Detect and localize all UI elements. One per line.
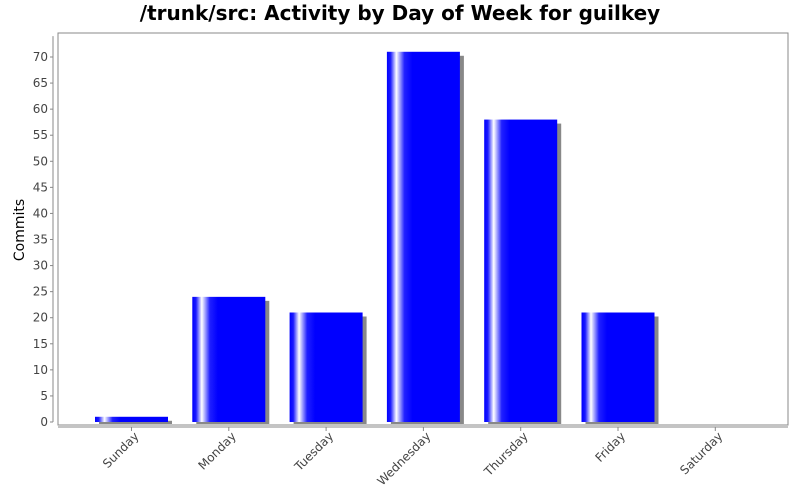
- y-tick-label: 15: [33, 337, 48, 351]
- y-tick-label: 30: [33, 259, 48, 273]
- y-tick-label: 60: [33, 102, 48, 116]
- bar-wednesday: [386, 51, 460, 423]
- y-tick-label: 10: [33, 363, 48, 377]
- x-tick-label: Monday: [196, 429, 239, 472]
- y-tick-label: 50: [33, 154, 48, 168]
- y-tick-label: 0: [40, 415, 48, 429]
- bars-group: [95, 51, 659, 425]
- y-axis: 0 5 10 15 20 25 30 35 40 45 50 55 60 65 70: [33, 36, 54, 429]
- x-tick-label: Wednesday: [374, 429, 433, 488]
- y-tick-label: 65: [33, 76, 48, 90]
- bar-monday: [192, 296, 266, 422]
- bar-tuesday: [289, 312, 363, 422]
- y-tick-label: 25: [33, 285, 48, 299]
- x-tick-label: Friday: [593, 429, 629, 465]
- x-tick-label: Tuesday: [291, 429, 336, 474]
- chart-title: /trunk/src: Activity by Day of Week for …: [140, 1, 660, 25]
- x-tick-label: Saturday: [677, 429, 725, 477]
- y-tick-label: 55: [33, 128, 48, 142]
- y-tick-label: 40: [33, 206, 48, 220]
- x-tick-label: Sunday: [100, 429, 142, 471]
- y-tick-label: 35: [33, 233, 48, 247]
- y-axis-label: Commits: [12, 199, 28, 261]
- y-tick-label: 45: [33, 180, 48, 194]
- bar-shadow: [99, 420, 172, 424]
- x-tick-label: Thursday: [481, 429, 531, 479]
- bar-thursday: [484, 119, 558, 423]
- bar-sunday: [95, 416, 168, 422]
- x-axis: Sunday Monday Tuesday Wednesday Thursday Frid…: [58, 426, 788, 488]
- y-tick-label: 70: [33, 50, 48, 64]
- y-tick-label: 20: [33, 311, 48, 325]
- bar-friday: [581, 312, 655, 422]
- y-tick-label: 5: [40, 389, 48, 403]
